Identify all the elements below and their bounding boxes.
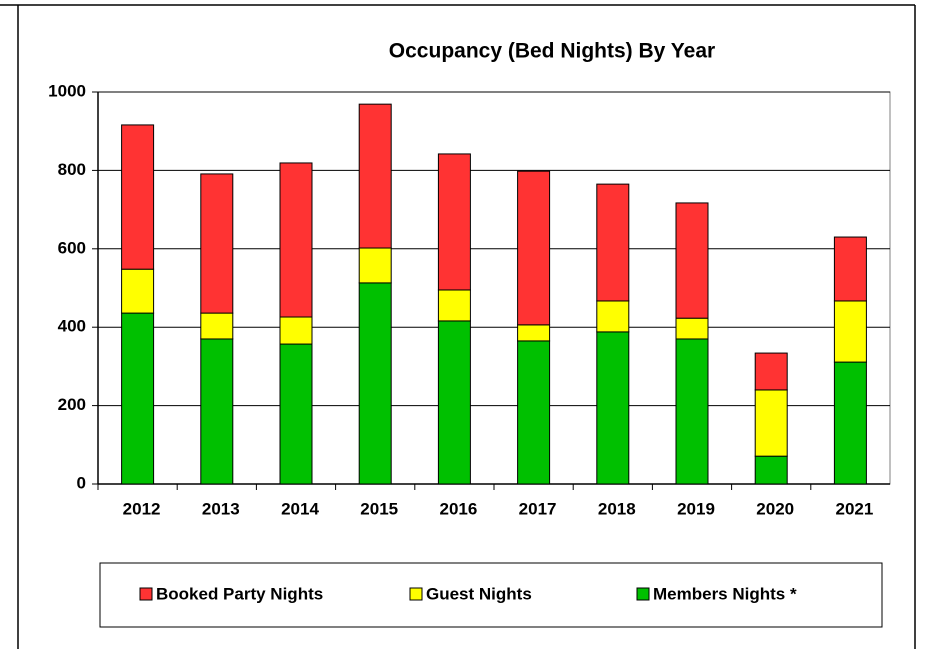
y-tick-label: 0 — [77, 473, 86, 492]
bar-segment — [596, 331, 630, 485]
legend-label: Members Nights * — [653, 584, 797, 603]
bar-segment — [675, 202, 709, 319]
bar-segment — [754, 455, 788, 485]
x-tick-label: 2012 — [123, 499, 161, 518]
x-tick-label: 2020 — [756, 499, 794, 518]
bar-segment — [437, 153, 471, 291]
bar-segment — [279, 162, 313, 318]
legend-swatch — [139, 587, 153, 601]
legend-swatch — [409, 587, 423, 601]
bar-segment — [833, 300, 867, 363]
bar-segment — [121, 268, 155, 314]
bar-segment — [121, 312, 155, 485]
bar-segment — [121, 124, 155, 270]
bar-segment — [833, 236, 867, 302]
bar-segment — [754, 352, 788, 391]
bar-segment — [675, 338, 709, 485]
bar-segment — [358, 247, 392, 284]
bar-segment — [517, 340, 551, 485]
bar-segment — [200, 338, 234, 485]
bar-segment — [279, 316, 313, 345]
x-tick-label: 2016 — [439, 499, 477, 518]
x-tick-label: 2015 — [360, 499, 398, 518]
chart-title: Occupancy (Bed Nights) By Year — [389, 40, 715, 63]
legend-label: Guest Nights — [426, 584, 532, 603]
bar-segment — [675, 317, 709, 340]
bar-segment — [596, 183, 630, 302]
legend-box — [99, 562, 883, 628]
y-tick-label: 1000 — [48, 81, 86, 100]
x-tick-label: 2018 — [598, 499, 636, 518]
y-tick-label: 800 — [58, 160, 86, 179]
x-tick-label: 2017 — [519, 499, 557, 518]
bar-segment — [754, 389, 788, 457]
bar-segment — [596, 300, 630, 333]
x-tick-label: 2021 — [835, 499, 873, 518]
bar-segment — [517, 170, 551, 326]
bar-segment — [437, 320, 471, 485]
y-tick-label: 400 — [58, 317, 86, 336]
bar-segment — [358, 103, 392, 249]
bar-segment — [358, 282, 392, 485]
bar-segment — [517, 324, 551, 342]
bar-segment — [200, 312, 234, 340]
legend-swatch — [636, 587, 650, 601]
x-tick-label: 2019 — [677, 499, 715, 518]
x-tick-label: 2014 — [281, 499, 319, 518]
bar-segment — [200, 173, 234, 314]
bar-segment — [437, 289, 471, 322]
bar-segment — [833, 361, 867, 485]
y-tick-label: 200 — [58, 395, 86, 414]
y-tick-label: 600 — [58, 238, 86, 257]
x-tick-label: 2013 — [202, 499, 240, 518]
bar-segment — [279, 343, 313, 485]
legend-label: Booked Party Nights — [156, 584, 323, 603]
